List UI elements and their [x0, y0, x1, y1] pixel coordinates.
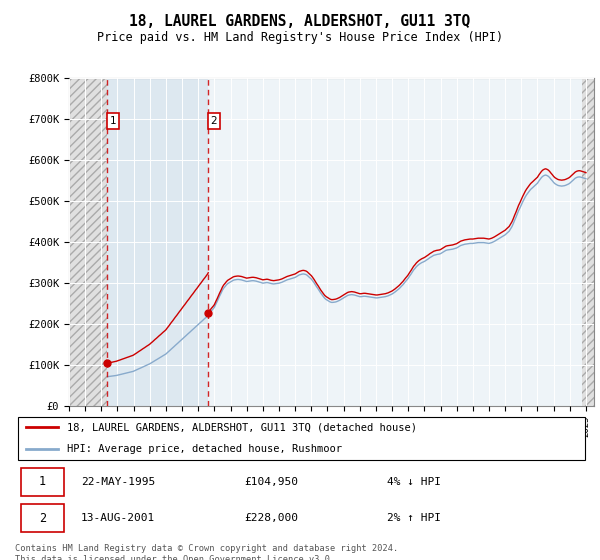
FancyBboxPatch shape — [21, 468, 64, 496]
FancyBboxPatch shape — [18, 417, 585, 460]
Text: HPI: Average price, detached house, Rushmoor: HPI: Average price, detached house, Rush… — [67, 444, 341, 454]
Text: Contains HM Land Registry data © Crown copyright and database right 2024.
This d: Contains HM Land Registry data © Crown c… — [15, 544, 398, 560]
Bar — [69, 78, 107, 406]
Text: 2% ↑ HPI: 2% ↑ HPI — [388, 513, 442, 523]
Text: 2: 2 — [39, 511, 46, 525]
Text: 1: 1 — [110, 116, 116, 126]
Text: 18, LAUREL GARDENS, ALDERSHOT, GU11 3TQ: 18, LAUREL GARDENS, ALDERSHOT, GU11 3TQ — [130, 14, 470, 29]
Bar — [582, 78, 594, 406]
Text: 2: 2 — [211, 116, 217, 126]
Bar — [582, 78, 594, 406]
Text: £104,950: £104,950 — [244, 477, 298, 487]
Text: 4% ↓ HPI: 4% ↓ HPI — [388, 477, 442, 487]
Text: Price paid vs. HM Land Registry's House Price Index (HPI): Price paid vs. HM Land Registry's House … — [97, 31, 503, 44]
Text: 13-AUG-2001: 13-AUG-2001 — [81, 513, 155, 523]
Bar — [69, 78, 107, 406]
Text: 18, LAUREL GARDENS, ALDERSHOT, GU11 3TQ (detached house): 18, LAUREL GARDENS, ALDERSHOT, GU11 3TQ … — [67, 422, 416, 432]
Text: 22-MAY-1995: 22-MAY-1995 — [81, 477, 155, 487]
Text: 1: 1 — [39, 475, 46, 488]
Text: £228,000: £228,000 — [244, 513, 298, 523]
FancyBboxPatch shape — [21, 504, 64, 532]
Bar — [107, 78, 208, 406]
